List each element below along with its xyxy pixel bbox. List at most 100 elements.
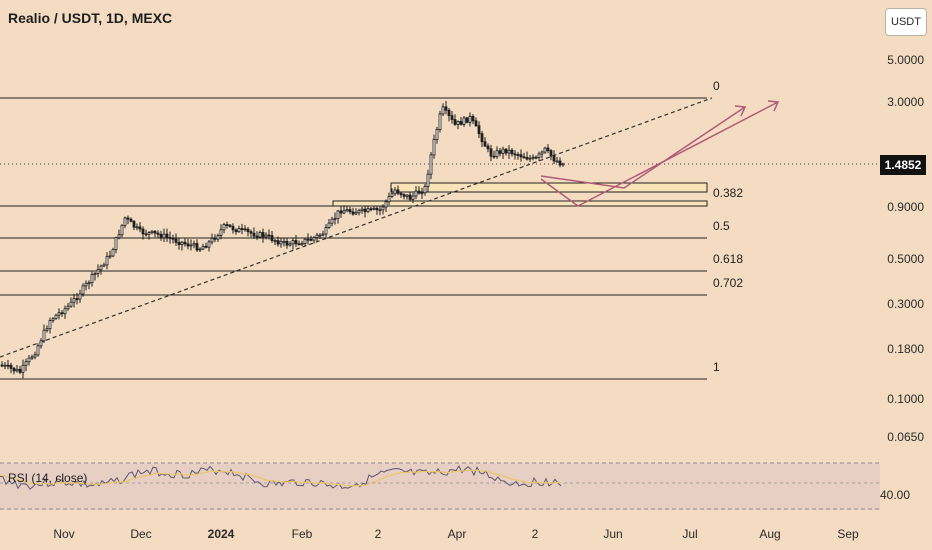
candle-body [102, 264, 106, 267]
candle-body [222, 224, 226, 231]
candle-body [75, 298, 79, 301]
candle-body [120, 224, 124, 236]
rsi-series [0, 464, 562, 490]
candle-body [348, 209, 352, 213]
price-label-3: 3.0000 [887, 95, 924, 109]
candle-body [48, 320, 52, 330]
trendline[interactable] [0, 97, 713, 358]
time-label-sep: Sep [837, 527, 859, 541]
candle-body [186, 243, 190, 247]
candle-body [195, 243, 199, 251]
candle-body [546, 147, 550, 151]
candle-body [318, 234, 322, 237]
candle-body [459, 121, 463, 125]
candle-body [69, 301, 73, 307]
candle-body [510, 149, 514, 155]
candle-body [408, 194, 412, 200]
time-label-apr: Apr [447, 527, 467, 541]
rsi-title: RSI (14, close) [8, 471, 88, 485]
rsi-line [0, 464, 562, 490]
candle-body [291, 240, 295, 245]
candle-body [162, 233, 166, 239]
candle-body [492, 155, 496, 158]
candle-body [33, 354, 37, 358]
candle-body [477, 125, 481, 135]
candle-body [231, 226, 235, 231]
currency-button[interactable]: USDT [885, 8, 927, 36]
candle-body [171, 237, 175, 240]
candle-body [423, 185, 427, 194]
projection-arrow-2[interactable] [540, 101, 779, 207]
candle-body [219, 229, 223, 236]
candle-body [252, 232, 256, 237]
candle-body [246, 228, 250, 233]
candle-body [225, 224, 229, 226]
candle-body [537, 153, 541, 158]
candle-body [384, 201, 388, 208]
candle-body [552, 155, 556, 162]
fib-label-618: 0.618 [713, 252, 744, 266]
candle-body [96, 269, 100, 274]
candle-body [213, 237, 217, 240]
candle-body [306, 238, 310, 241]
candle-body [345, 209, 349, 212]
candle-body [495, 150, 499, 157]
candle-body [276, 240, 280, 245]
candle-body [525, 157, 529, 160]
candle-body [285, 240, 289, 246]
candle-body [294, 240, 298, 245]
candle-body [105, 256, 109, 266]
candle-body [93, 272, 97, 275]
candle-body [57, 312, 61, 316]
candle-body [555, 160, 559, 163]
candle-body [63, 308, 67, 315]
candle-body [312, 237, 316, 241]
candle-body [45, 328, 49, 331]
candle-body [210, 237, 214, 243]
candle-body [453, 119, 457, 125]
candle-body [24, 361, 28, 366]
candle-body [558, 160, 562, 166]
candle-body [288, 243, 292, 246]
candle-body [6, 364, 10, 367]
candle-body [51, 318, 55, 322]
candle-body [300, 243, 304, 246]
projection-arrow-1[interactable] [540, 106, 746, 189]
candle-body [315, 234, 319, 239]
price-label-09: 0.9000 [887, 200, 924, 214]
candle-body [240, 228, 244, 230]
candle-body [297, 243, 301, 246]
candle-body [144, 233, 148, 236]
candle-body [156, 232, 160, 235]
candle-body [402, 194, 406, 197]
candle-body [204, 245, 208, 248]
candle-body [141, 228, 145, 235]
time-label-may: 2 [531, 527, 539, 541]
candle-body [516, 154, 520, 156]
candle-body [270, 235, 274, 241]
candle-body [111, 249, 115, 257]
candle-body [12, 367, 16, 372]
candle-body [150, 230, 154, 233]
candle-body [399, 192, 403, 195]
candle-body [462, 117, 466, 125]
candle-body [498, 150, 502, 154]
candle-body [354, 212, 358, 215]
price-label-0065: 0.0650 [887, 430, 924, 444]
candle-body [192, 243, 196, 246]
fib-label-382: 0.382 [713, 186, 744, 200]
time-label-jun: Jun [603, 527, 623, 541]
time-label-dec: Dec [130, 527, 152, 541]
candle-body [327, 222, 331, 228]
time-label-aug: Aug [759, 527, 781, 541]
candle-body [153, 230, 157, 234]
candle-body [303, 238, 307, 245]
candle-body [9, 364, 13, 369]
candle-body [273, 240, 277, 242]
candle-body [39, 340, 43, 347]
candle-body [360, 208, 364, 211]
candle-body [309, 239, 313, 241]
candle-body [138, 226, 142, 230]
price-label-03: 0.3000 [887, 297, 924, 311]
